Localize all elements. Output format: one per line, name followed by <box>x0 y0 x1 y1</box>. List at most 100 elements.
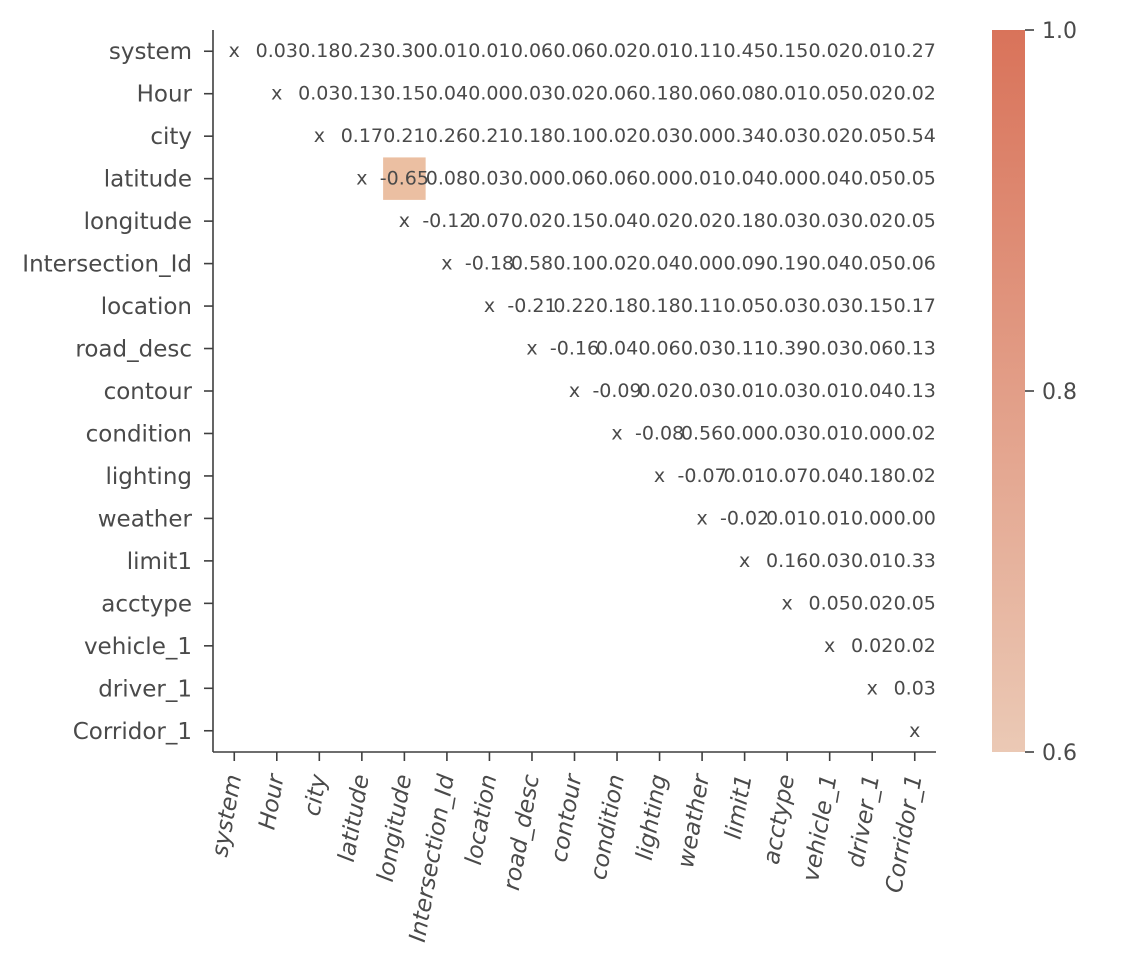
cell-value-label: 0.54 <box>894 125 936 147</box>
cell-value-label: 0.02 <box>894 465 936 487</box>
diagonal-marker: x <box>782 592 793 614</box>
diagonal-marker: x <box>399 210 410 232</box>
cell-value-label: 0.03 <box>766 422 808 444</box>
cell-value-label: 0.02 <box>511 210 553 232</box>
x-tick-label: driver_1 <box>843 773 885 870</box>
diagonal-marker: x <box>867 677 878 699</box>
cell-value-label: 0.02 <box>596 253 638 275</box>
cell-value-label: 0.06 <box>851 338 893 360</box>
cell-value-label: 0.04 <box>809 465 851 487</box>
cell-value-label: 0.02 <box>851 635 893 657</box>
cell-value-label: 0.58 <box>511 253 553 275</box>
cell-value-label: 0.05 <box>809 592 851 614</box>
y-tick-label: limit1 <box>127 549 192 575</box>
cell-value-label: 0.16 <box>766 550 808 572</box>
cell-value-label: 0.01 <box>851 40 893 62</box>
cell-value-label: 0.03 <box>809 338 851 360</box>
cell-value-label: 0.15 <box>383 83 425 105</box>
y-tick-label: condition <box>86 421 192 447</box>
cell-value-label: 0.27 <box>894 40 936 62</box>
diagonal-marker: x <box>229 40 240 62</box>
x-tick-label: weather <box>673 771 715 870</box>
cell-value-label: 0.21 <box>383 125 425 147</box>
cell-value-label: -0.12 <box>422 210 471 232</box>
cell-value-label: 0.34 <box>723 125 765 147</box>
cell-value-label: 0.02 <box>851 210 893 232</box>
cell-value-label: 0.21 <box>468 125 510 147</box>
cell-value-label: 0.06 <box>681 83 723 105</box>
y-tick-label: longitude <box>84 209 192 235</box>
cell-value-label: 0.04 <box>723 168 765 190</box>
cell-value-label: 0.00 <box>681 125 723 147</box>
cell-value-label: 0.03 <box>681 380 723 402</box>
y-tick-label: Hour <box>137 82 193 108</box>
heatmap-cells <box>383 157 426 200</box>
cell-value-label: 0.02 <box>553 83 595 105</box>
cell-value-label: 0.15 <box>766 40 808 62</box>
cell-value-label: 0.02 <box>638 210 680 232</box>
cell-value-label: 0.01 <box>809 507 851 529</box>
colorbar-tick-label: 0.8 <box>1042 380 1077 405</box>
cell-value-label: 0.05 <box>894 592 936 614</box>
y-tick-label: Intersection_Id <box>22 252 192 278</box>
y-tick-label: system <box>109 39 192 65</box>
y-tick-label: latitude <box>104 167 192 193</box>
cell-value-label: 0.10 <box>553 253 595 275</box>
diagonal-marker: x <box>441 253 452 275</box>
cell-value-label: 0.18 <box>298 40 340 62</box>
cell-value-label: 0.11 <box>681 40 723 62</box>
cell-value-label: 0.05 <box>851 253 893 275</box>
cell-value-label: 0.01 <box>638 40 680 62</box>
diagonal-marker: x <box>739 550 750 572</box>
diagonal-marker: x <box>484 295 495 317</box>
cell-value-label: 0.00 <box>638 168 680 190</box>
cell-value-label: 0.01 <box>426 40 468 62</box>
cell-value-label: 0.00 <box>681 253 723 275</box>
y-tick-label: Corridor_1 <box>73 719 192 745</box>
diagonal-marker: x <box>654 465 665 487</box>
y-tick-label: driver_1 <box>98 676 192 702</box>
cell-value-label: 0.39 <box>766 338 808 360</box>
cell-value-label: 0.02 <box>681 210 723 232</box>
cell-value-label: -0.21 <box>507 295 556 317</box>
heatmap-cell-highlight-latitude-longitude <box>383 157 426 200</box>
x-tick-label: Hour <box>254 771 289 832</box>
x-tick-label: latitude <box>334 773 375 864</box>
cell-value-label: 0.04 <box>809 168 851 190</box>
cell-value-label: 0.30 <box>383 40 425 62</box>
x-tick-label: condition <box>586 773 630 882</box>
cell-value-label: 0.03 <box>809 210 851 232</box>
cell-value-label: 0.23 <box>341 40 383 62</box>
cell-value-label: 0.04 <box>596 210 638 232</box>
diagonal-marker: x <box>569 380 580 402</box>
cell-value-label: 0.02 <box>596 125 638 147</box>
cell-value-label: 0.09 <box>723 253 765 275</box>
diagonal-marker: x <box>314 125 325 147</box>
y-tick-label: road_desc <box>75 337 192 363</box>
cell-value-label: 0.01 <box>723 380 765 402</box>
cell-value-label: 0.01 <box>809 422 851 444</box>
cell-value-label: 0.06 <box>553 168 595 190</box>
cell-value-label: 0.03 <box>468 168 510 190</box>
y-tick-label: acctype <box>101 591 192 617</box>
cell-value-label: 0.18 <box>723 210 765 232</box>
x-tick-label: limit1 <box>721 773 758 842</box>
y-tick-label: vehicle_1 <box>84 634 192 660</box>
cell-value-label: 0.01 <box>681 168 723 190</box>
cell-value-label: 0.02 <box>596 40 638 62</box>
cell-value-label: 0.18 <box>638 83 680 105</box>
cell-value-label: -0.08 <box>635 422 684 444</box>
cell-value-label: 0.03 <box>766 125 808 147</box>
cell-value-label: 0.03 <box>766 380 808 402</box>
y-tick-label: weather <box>98 506 193 532</box>
cell-value-label: 0.00 <box>851 507 893 529</box>
cell-value-label: 0.04 <box>596 338 638 360</box>
cell-value-label: -0.16 <box>550 338 599 360</box>
cell-value-label: 0.05 <box>894 168 936 190</box>
cell-value-label: 0.18 <box>638 295 680 317</box>
x-tick-label: vehicle_1 <box>798 773 842 884</box>
x-tick-label: lighting <box>632 773 673 863</box>
cell-value-label: 0.03 <box>511 83 553 105</box>
cell-value-label: 0.08 <box>426 168 468 190</box>
cell-value-label: 0.03 <box>894 677 936 699</box>
